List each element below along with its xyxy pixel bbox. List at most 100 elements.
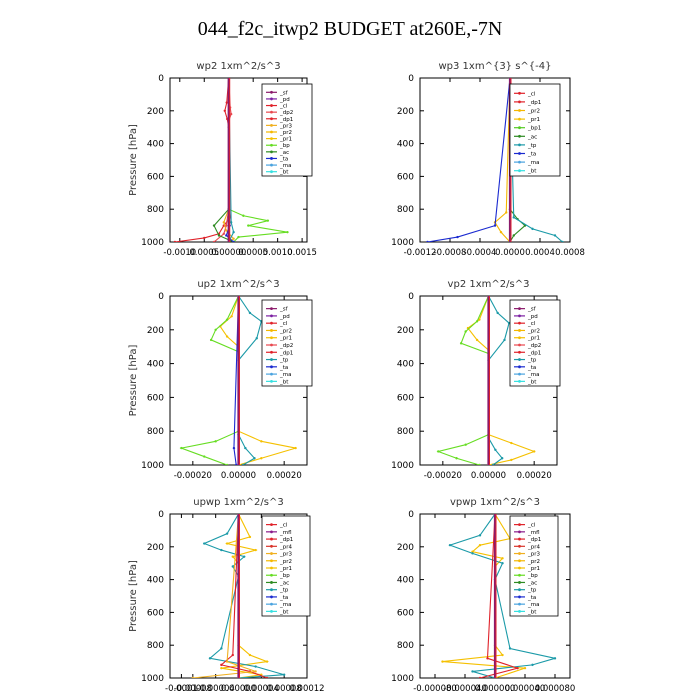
data-point-bp	[247, 224, 250, 227]
legend-marker-pr1	[270, 566, 273, 570]
x-tick-label: 0.0010	[263, 248, 293, 258]
y-tick-label: 200	[147, 107, 164, 117]
data-point-cl	[265, 676, 269, 678]
data-point-pr1	[501, 653, 504, 657]
data-point-ta	[232, 446, 236, 450]
legend-label-pr1: _pr1	[279, 137, 292, 143]
legend-marker-pd	[518, 314, 521, 318]
legend-marker-bp	[270, 143, 273, 147]
y-tick-label: 600	[147, 172, 164, 182]
x-tick-label: -0.000080	[413, 684, 457, 694]
data-point-pr1	[260, 457, 263, 460]
legend-label-ma: _ma	[279, 163, 291, 169]
data-point-tp	[241, 463, 245, 465]
legend-marker-pr2	[270, 130, 273, 134]
chart-title: up2 1xm^2/s^3	[197, 279, 279, 290]
legend-label-ta: _ta	[527, 152, 536, 158]
legend-marker-sf	[518, 307, 521, 311]
legend-marker-tp	[518, 588, 521, 592]
legend-marker-ma	[518, 602, 521, 606]
legend-marker-cl	[270, 321, 273, 325]
legend-marker-ma	[270, 602, 273, 606]
data-point-pr1	[478, 318, 481, 321]
x-tick-label: 0.0015	[287, 248, 317, 258]
series-line-ta	[427, 78, 511, 242]
legend-label-ta: _ta	[527, 595, 536, 601]
legend-label-tp: _tp	[527, 143, 537, 149]
legend-label-pr4: _pr4	[527, 544, 541, 550]
legend-box	[261, 299, 313, 387]
series-line-bp	[436, 296, 490, 465]
data-point-pr1	[478, 543, 482, 547]
legend-marker-pr3	[270, 552, 273, 555]
data-point-dp2	[222, 232, 226, 235]
legend-label-pd: _pd	[527, 314, 538, 320]
legend-marker-sf	[270, 90, 273, 94]
legend-marker-cl	[270, 523, 273, 527]
legend-marker-cl	[518, 91, 521, 95]
legend-label-ta: _ta	[527, 365, 536, 371]
data-point-tp	[561, 240, 564, 242]
data-point-cl	[516, 666, 519, 670]
legend-label-pr3: _pr3	[527, 552, 541, 558]
series-line-pr3	[192, 514, 256, 678]
legend-marker-bt	[518, 609, 521, 613]
legend-label-pr2: _pr2	[527, 559, 540, 565]
data-point-cl	[173, 240, 177, 242]
y-tick-label: 800	[397, 427, 414, 437]
legend-marker-ac	[270, 581, 273, 584]
y-tick-label: 200	[397, 107, 414, 117]
chart-up2: up2 1xm^2/s^3 Pressure [hPa] 0 200 400 600 800…	[128, 279, 313, 481]
legend-marker-cl	[270, 104, 273, 107]
legend-marker-ta	[270, 365, 273, 369]
data-point-bp	[459, 342, 463, 345]
legend-label-sf: _sf	[279, 307, 289, 313]
legend-label-mfl: _mfl	[527, 530, 540, 536]
x-tick-label: 0.00004	[244, 684, 279, 694]
legend-marker-pr1	[518, 566, 521, 570]
data-point-bp	[266, 219, 270, 222]
data-point-pr3	[254, 670, 257, 673]
data-point-bp	[455, 457, 458, 460]
legend-box	[509, 83, 561, 177]
x-tick-label: -0.00020	[174, 471, 212, 481]
legend-label-tp: _tp	[527, 588, 537, 594]
chart-wp2: wp2 1xm^2/s^3 Pressure [hPa] 0 200 400 600 800…	[128, 61, 317, 258]
data-point-ta	[426, 240, 429, 242]
data-point-cl	[231, 653, 234, 657]
x-tick-label: 0.000080	[535, 684, 576, 694]
y-tick-label: 400	[147, 140, 164, 150]
series-group	[441, 514, 557, 678]
legend-label-mfl: _mfl	[279, 530, 292, 536]
legend-label-dp1: _dp1	[527, 100, 541, 106]
legend-marker-dp2	[270, 343, 273, 347]
data-point-pr1	[294, 446, 297, 450]
data-point-ta	[232, 240, 235, 242]
data-point-tp	[501, 562, 504, 565]
legend-marker-pr1	[270, 137, 273, 141]
legend-label-cl: _cl	[527, 91, 536, 97]
legend-marker-dp2	[518, 343, 521, 347]
data-point-pr1	[523, 666, 527, 670]
data-point-tp	[494, 448, 497, 451]
data-point-ta	[235, 463, 238, 465]
y-tick-label: 200	[397, 543, 414, 553]
x-tick-label: -0.0012	[404, 248, 437, 258]
y-tick-label: 800	[147, 641, 164, 651]
x-tick-label: -0.00008	[174, 684, 212, 694]
data-point-tp	[255, 337, 258, 340]
legend-label-ac: _ac	[527, 134, 537, 140]
y-tick-label: 600	[397, 393, 414, 403]
legend-box	[509, 299, 561, 387]
legend-label-pr1: _pr1	[279, 336, 292, 342]
legend-label-cl: _cl	[279, 104, 288, 110]
data-point-pr1	[471, 550, 474, 553]
data-point-cl	[223, 109, 226, 113]
legend-marker-bt	[270, 379, 273, 383]
legend-label-bp: _bp	[527, 573, 538, 579]
legend-marker-ac	[518, 581, 521, 584]
legend-marker-pd	[270, 314, 273, 318]
data-point-bp	[237, 235, 240, 239]
data-point-tp	[203, 542, 206, 545]
series-line-bp	[179, 296, 240, 465]
